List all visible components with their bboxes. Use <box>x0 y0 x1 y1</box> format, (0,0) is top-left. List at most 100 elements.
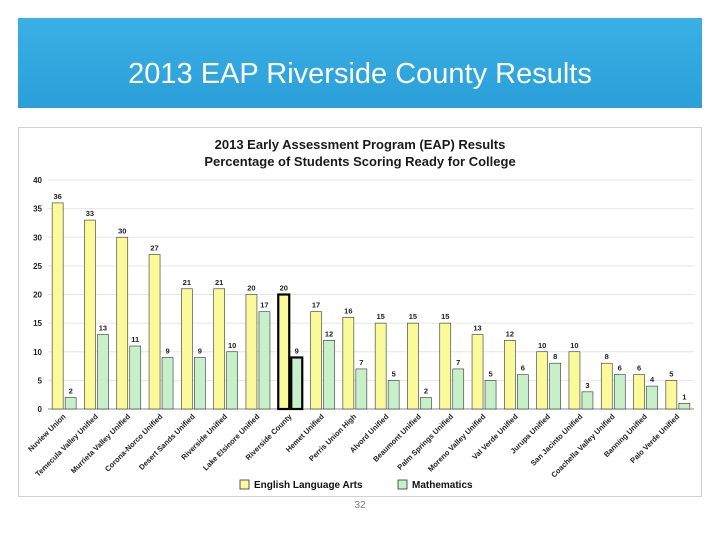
bar-math <box>290 356 304 411</box>
data-label: 13 <box>473 324 481 333</box>
data-label: 36 <box>53 192 61 201</box>
y-tick-label: 15 <box>33 319 42 328</box>
category-label: Murrieta Valley Unified <box>69 412 133 476</box>
bar-math <box>355 368 368 410</box>
bar-math <box>484 380 497 410</box>
eap-bar-chart: 2013 Early Assessment Program (EAP) Resu… <box>26 137 694 491</box>
data-label: 7 <box>456 358 460 367</box>
data-label: 9 <box>295 346 299 355</box>
data-label: 13 <box>99 324 107 333</box>
bar-math <box>64 397 77 410</box>
category-label: Moreno Valley Unified <box>426 412 488 474</box>
chart-title: 2013 Early Assessment Program (EAP) Resu… <box>215 137 506 152</box>
bar-ela <box>536 351 548 410</box>
bar-math <box>452 368 465 410</box>
y-tick-label: 5 <box>38 376 43 385</box>
bar-ela <box>665 380 678 410</box>
bar-ela <box>504 340 516 410</box>
data-label: 12 <box>325 329 333 338</box>
bar-math <box>549 362 561 410</box>
y-tick-label: 30 <box>33 233 42 242</box>
legend: English Language Arts Mathematics <box>239 479 473 491</box>
bar-math <box>678 402 691 410</box>
chart-subtitle: Percentage of Students Scoring Ready for… <box>204 154 515 169</box>
data-label: 5 <box>669 369 673 378</box>
page-number: 32 <box>354 500 366 511</box>
category-label: Coachella Valley Unified <box>549 412 617 480</box>
bar-math <box>129 345 142 410</box>
data-label: 5 <box>488 369 492 378</box>
bar-ela <box>148 254 161 410</box>
bar-ela <box>245 294 258 410</box>
bar-ela <box>213 288 225 410</box>
bar-ela <box>439 322 452 410</box>
bar-ela <box>471 334 484 410</box>
slide-title: 2013 EAP Riverside County Results <box>128 58 592 90</box>
data-label: 9 <box>198 346 202 355</box>
data-label: 2 <box>69 387 73 396</box>
bar-ela <box>374 322 387 410</box>
bar-math <box>517 374 529 410</box>
y-tick-label: 10 <box>33 348 42 357</box>
data-label: 12 <box>506 329 514 338</box>
data-label: 6 <box>618 364 622 373</box>
bar-ela <box>407 322 419 410</box>
category-label: Desert Sands Unified <box>137 412 197 472</box>
data-label: 15 <box>376 312 384 321</box>
bar-math <box>161 357 174 410</box>
data-label: 4 <box>650 375 655 384</box>
y-tick-label: 0 <box>38 405 43 414</box>
y-tick-label: 40 <box>33 176 42 185</box>
title-band <box>18 18 702 108</box>
bar-math <box>323 340 335 410</box>
data-label: 2 <box>424 387 428 396</box>
bar-ela <box>633 374 645 410</box>
data-label: 3 <box>585 381 589 390</box>
bar-math <box>258 311 271 410</box>
data-label: 17 <box>312 301 320 310</box>
data-label: 20 <box>247 284 255 293</box>
bar-ela <box>51 202 64 410</box>
bar-ela <box>342 317 355 410</box>
bar-math <box>646 385 658 410</box>
bar-math <box>194 357 206 410</box>
data-label: 20 <box>280 284 288 293</box>
data-label: 27 <box>150 243 158 252</box>
chart-frame <box>18 127 702 497</box>
data-label: 10 <box>228 341 236 350</box>
bar-ela <box>310 311 322 410</box>
legend-label-ela: English Language Arts <box>254 480 363 491</box>
data-label: 8 <box>605 352 609 361</box>
y-tick-label: 25 <box>33 262 42 271</box>
bar-math <box>581 391 594 410</box>
y-tick-label: 35 <box>33 205 42 214</box>
category-label: Temecula Valley Unified <box>33 412 100 479</box>
data-label: 1 <box>682 392 686 401</box>
bar-ela <box>181 288 193 410</box>
y-tick-label: 20 <box>33 291 42 300</box>
data-label: 33 <box>86 209 94 218</box>
bar-math <box>420 397 432 410</box>
bar-ela <box>600 362 613 410</box>
data-label: 15 <box>409 312 417 321</box>
data-label: 30 <box>118 226 126 235</box>
data-label: 6 <box>521 364 525 373</box>
data-label: 10 <box>538 341 546 350</box>
bar-math <box>226 351 238 410</box>
bar-ela <box>116 236 129 410</box>
data-label: 10 <box>570 341 578 350</box>
data-label: 5 <box>392 369 396 378</box>
data-label: 15 <box>441 312 449 321</box>
bar-math <box>613 374 626 410</box>
data-label: 6 <box>637 364 641 373</box>
legend-swatch-ela <box>239 479 250 490</box>
bar-math <box>97 334 109 410</box>
data-label: 8 <box>553 352 557 361</box>
data-label: 7 <box>359 358 363 367</box>
category-label: Lake Elsinore Unified <box>201 412 262 473</box>
legend-label-math: Mathematics <box>412 480 473 491</box>
data-label: 9 <box>165 346 169 355</box>
bar-ela <box>84 219 96 410</box>
data-label: 17 <box>260 301 268 310</box>
bar-math <box>387 380 400 410</box>
